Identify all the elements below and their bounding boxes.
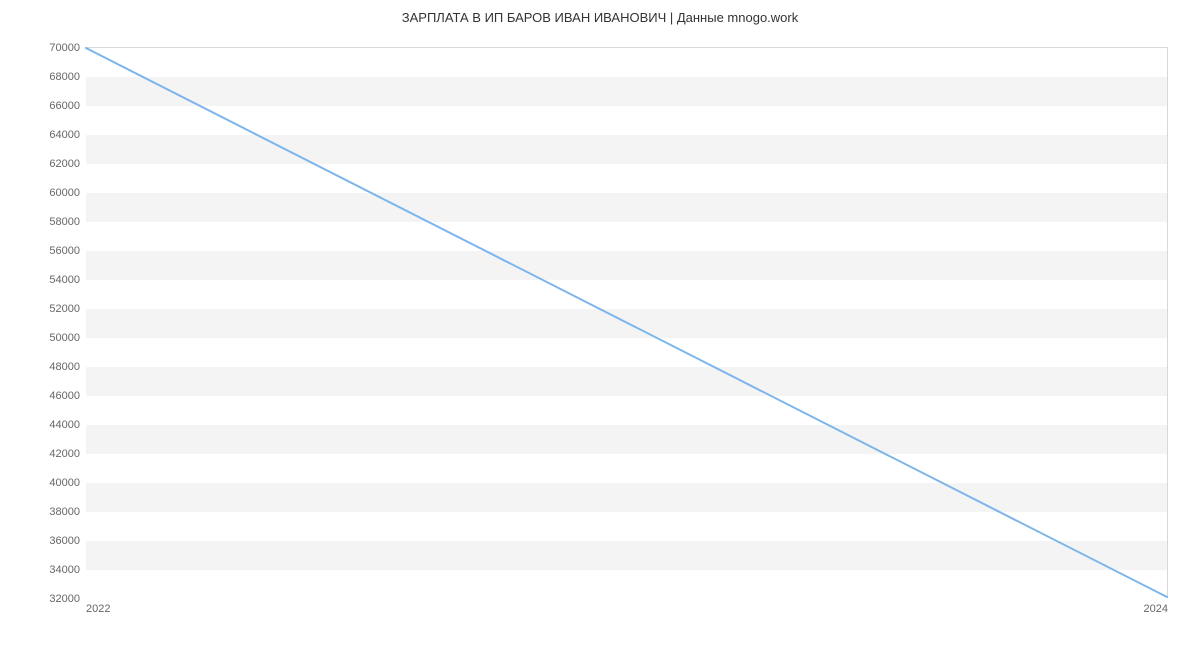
y-axis-tick-label: 42000 <box>49 448 80 460</box>
chart-line-layer <box>86 48 1167 597</box>
y-axis-tick-label: 70000 <box>49 42 80 54</box>
y-axis-tick-label: 64000 <box>49 129 80 141</box>
x-axis-tick-label: 2022 <box>86 603 110 615</box>
y-axis-tick-label: 36000 <box>49 535 80 547</box>
chart-title: ЗАРПЛАТА В ИП БАРОВ ИВАН ИВАНОВИЧ | Данн… <box>0 10 1200 25</box>
y-axis-tick-label: 32000 <box>49 593 80 605</box>
series-line-salary <box>86 48 1167 597</box>
y-axis-tick-label: 54000 <box>49 274 80 286</box>
chart-plot-area: 3200034000360003800040000420004400046000… <box>86 47 1168 598</box>
salary-chart: ЗАРПЛАТА В ИП БАРОВ ИВАН ИВАНОВИЧ | Данн… <box>0 0 1200 650</box>
y-axis-tick-label: 60000 <box>49 187 80 199</box>
y-axis-tick-label: 62000 <box>49 158 80 170</box>
y-axis-tick-label: 52000 <box>49 303 80 315</box>
y-axis-tick-label: 56000 <box>49 245 80 257</box>
y-axis-tick-label: 68000 <box>49 71 80 83</box>
y-axis-tick-label: 48000 <box>49 361 80 373</box>
y-axis-tick-label: 34000 <box>49 564 80 576</box>
x-axis-tick-label: 2024 <box>1144 603 1168 615</box>
y-axis-tick-label: 46000 <box>49 390 80 402</box>
y-axis-tick-label: 58000 <box>49 216 80 228</box>
y-axis-tick-label: 66000 <box>49 100 80 112</box>
y-axis-tick-label: 40000 <box>49 477 80 489</box>
y-axis-tick-label: 38000 <box>49 506 80 518</box>
y-axis-tick-label: 50000 <box>49 332 80 344</box>
y-axis-tick-label: 44000 <box>49 419 80 431</box>
